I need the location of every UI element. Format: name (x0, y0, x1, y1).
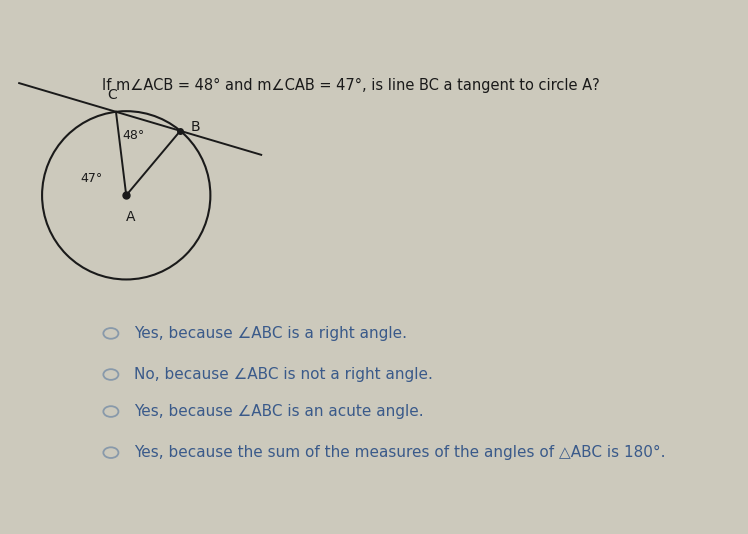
Text: If m∠ACB = 48° and m∠CAB = 47°, is line BC a tangent to circle A?: If m∠ACB = 48° and m∠CAB = 47°, is line … (102, 78, 600, 93)
Text: No, because ∠ABC is not a right angle.: No, because ∠ABC is not a right angle. (134, 367, 433, 382)
Text: B: B (191, 120, 200, 134)
Text: C: C (107, 88, 117, 101)
Text: Yes, because the sum of the measures of the angles of △ABC is 180°.: Yes, because the sum of the measures of … (134, 445, 666, 460)
Text: 48°: 48° (123, 129, 145, 142)
Text: Yes, because ∠ABC is a right angle.: Yes, because ∠ABC is a right angle. (134, 326, 407, 341)
Text: 47°: 47° (81, 172, 102, 185)
Text: A: A (126, 210, 135, 224)
Text: Yes, because ∠ABC is an acute angle.: Yes, because ∠ABC is an acute angle. (134, 404, 423, 419)
